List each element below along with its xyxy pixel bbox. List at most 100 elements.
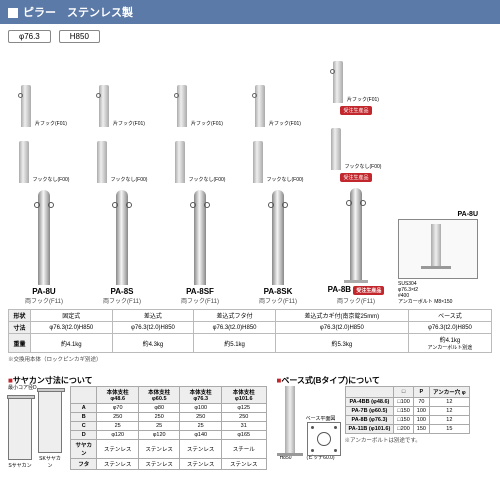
hook-sublabel: 両フック(F11) — [242, 296, 314, 305]
cell: ステンレス — [97, 459, 139, 470]
cell: 250 — [97, 413, 139, 422]
order-badge: 受注生産品 — [340, 173, 371, 182]
cell: φ76.3(t2.0)H850 — [275, 322, 408, 334]
cell: 25 — [180, 422, 222, 431]
cell: φ120 — [97, 431, 139, 440]
cell: 12 — [429, 416, 469, 425]
col-header: 本体支柱 φ60.5 — [138, 387, 180, 404]
cell: 差込式フタ付 — [194, 310, 276, 322]
row-header: C — [71, 422, 97, 431]
cell: 150 — [413, 425, 429, 434]
col-header: □ — [394, 387, 414, 398]
base-block: ■ベース式(Bタイプ)について H850 ベース平面図 — [277, 367, 492, 470]
model-label: PA-8S — [86, 287, 158, 296]
cell: φ120 — [138, 431, 180, 440]
cell: φ100 — [180, 404, 222, 413]
cell: 12 — [429, 407, 469, 416]
hook-label: 片フック(F01) — [35, 122, 67, 127]
hook-label: 片フック(F01) — [269, 122, 301, 127]
cell: 約4.1kg — [31, 334, 113, 353]
cell: ステンレス — [97, 440, 139, 459]
sk-label: SKサヤカン — [38, 455, 62, 469]
page-header: ピラー ステンレス製 — [0, 0, 500, 24]
tech-anchor: アンカーボルト M8×150 — [398, 299, 478, 305]
hook-label: フックなし(F00) — [33, 178, 70, 183]
col-header: 本体支柱 φ48.6 — [97, 387, 139, 404]
pillar-col-0: 片フック(F01) フックなし(F00) PA-8U 両フック(F11) — [8, 73, 80, 305]
header-title: ピラー ステンレス製 — [23, 7, 133, 19]
cell: 100 — [413, 416, 429, 425]
cell: 約4.3kg — [112, 334, 194, 353]
cell: ステンレス — [180, 440, 222, 459]
cell: ステンレス — [180, 459, 222, 470]
row-header: サヤカン — [71, 440, 97, 459]
sayakan-block: ■サヤカン寸法について 最小コア径D Sサヤカン SKサヤカン 本体支柱 φ48… — [8, 367, 267, 470]
model-label: PA-8SF — [164, 287, 236, 296]
row-header: PA-8B (φ76.3) — [345, 416, 394, 425]
row-header: B — [71, 413, 97, 422]
col-header: アンカー穴 φ — [429, 387, 469, 398]
hook-label: 片フック(F01) — [191, 122, 223, 127]
pillar-icon — [194, 190, 206, 285]
pillar-col-1: 片フック(F01) フックなし(F00) PA-8S 両フック(F11) — [86, 73, 158, 305]
row-header: PA-11B (φ101.6) — [345, 425, 394, 434]
pillar-col-4: 片フック(F01) 受注生産品 フックなし(F00) 受注生産品 PA-8B 受… — [320, 49, 392, 305]
hook-label: 片フック(F01) — [347, 98, 379, 103]
h-label: H850 — [277, 456, 295, 461]
base-star-note: ※アンカーボルトは別途です。 — [345, 436, 470, 444]
col-header: 本体支柱 φ101.6 — [221, 387, 266, 404]
row-header: D — [71, 431, 97, 440]
cell: 250 — [138, 413, 180, 422]
model-label: PA-8SK — [242, 287, 314, 296]
sayakan-title: サヤカン寸法について — [13, 376, 93, 385]
spec-bar: φ76.3 H850 — [0, 24, 500, 49]
mini-post-icon — [255, 85, 265, 127]
cell: 250 — [221, 413, 266, 422]
cell: φ125 — [221, 404, 266, 413]
cell: 固定式 — [31, 310, 113, 322]
mini-post-icon — [19, 141, 29, 183]
hook-label: フックなし(F00) — [267, 178, 304, 183]
cell: φ140 — [180, 431, 222, 440]
cell: 25 — [138, 422, 180, 431]
col-header — [345, 387, 394, 398]
sayakan-table: 本体支柱 φ48.6本体支柱 φ60.5本体支柱 φ76.3本体支柱 φ101.… — [70, 386, 267, 470]
pitch-note: (ピッチ60.0) — [301, 456, 341, 461]
hook-label: フックなし(F00) — [189, 178, 226, 183]
cell: 約5.1kg — [194, 334, 276, 353]
cell: φ70 — [97, 404, 139, 413]
cell: 約5.3kg — [275, 334, 408, 353]
cell: ベース式 — [408, 310, 491, 322]
pillar-row: 片フック(F01) フックなし(F00) PA-8U 両フック(F11) 片フッ… — [8, 49, 492, 305]
cell: 250 — [180, 413, 222, 422]
cell: φ76.3(t2.0)H850 — [31, 322, 113, 334]
mini-post-icon — [333, 61, 343, 103]
hook-sublabel: 両フック(F11) — [320, 296, 392, 305]
cell: □150 — [394, 407, 414, 416]
diameter-chip: φ76.3 — [8, 30, 51, 43]
mini-post-icon — [99, 85, 109, 127]
cell: φ80 — [138, 404, 180, 413]
cell: φ76.3(t2.0)H850 — [112, 322, 194, 334]
hook-sublabel: 両フック(F11) — [164, 296, 236, 305]
cell: φ76.3(t2.0)H850 — [408, 322, 491, 334]
cell: 差込式 — [112, 310, 194, 322]
pillar-col-3: 片フック(F01) フックなし(F00) PA-8SK 両フック(F11) — [242, 73, 314, 305]
pillar-icon — [272, 190, 284, 285]
cell: 15 — [429, 425, 469, 434]
cell: □100 — [394, 398, 414, 407]
cell: 100 — [413, 407, 429, 416]
spec-note: ※交換用本体（ロックピンカギ別途） — [8, 355, 492, 363]
spec-table: 形状 固定式 差込式 差込式フタ付 差込式カギ付(南京錠25mm) ベース式 寸… — [8, 309, 492, 353]
mini-post-icon — [21, 85, 31, 127]
pillar-col-2: 片フック(F01) フックなし(F00) PA-8SF 両フック(F11) — [164, 73, 236, 305]
order-badge: 受注生産品 — [353, 286, 384, 295]
row-header-dim: 寸法 — [9, 322, 31, 334]
mini-post-icon — [175, 141, 185, 183]
cell: 70 — [413, 398, 429, 407]
cell: ステンレス — [138, 440, 180, 459]
base-title: ベース式(Bタイプ)について — [281, 376, 379, 385]
row-header: PA-7B (φ60.5) — [345, 407, 394, 416]
hook-label: 片フック(F01) — [113, 122, 145, 127]
order-badge: 受注生産品 — [340, 106, 371, 115]
